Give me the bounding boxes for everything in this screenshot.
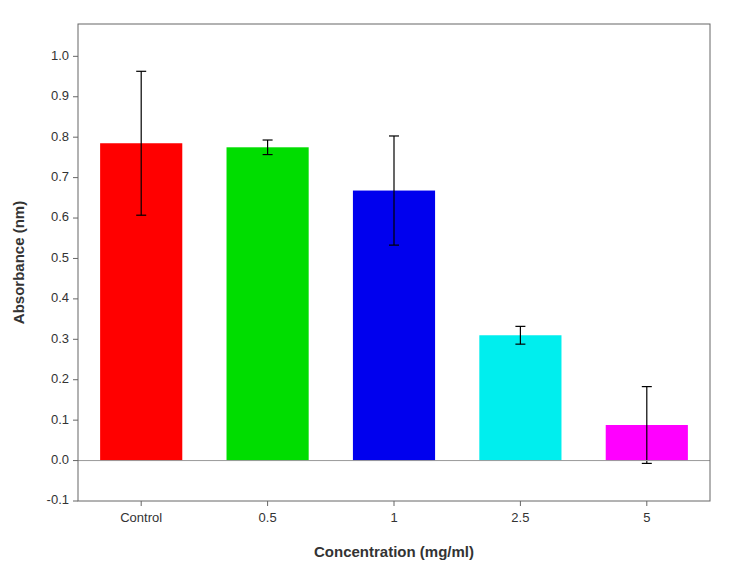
error-cap xyxy=(389,135,399,136)
error-line xyxy=(646,387,647,464)
x-axis-label: Concentration (mg/ml) xyxy=(314,543,474,560)
y-tick xyxy=(73,420,78,421)
bars xyxy=(100,71,688,463)
error-bar xyxy=(389,136,399,245)
y-tick-label: 0.6 xyxy=(51,209,69,224)
error-line xyxy=(267,140,268,155)
y-tick xyxy=(73,339,78,340)
x-tick-label: Control xyxy=(120,510,162,525)
y-tick xyxy=(73,379,78,380)
y-tick-label: -0.1 xyxy=(47,492,69,507)
y-tick xyxy=(73,218,78,219)
y-tick-label: 0.8 xyxy=(51,129,69,144)
y-tick-label: 0.0 xyxy=(51,452,69,467)
error-cap xyxy=(263,154,273,155)
error-cap xyxy=(515,344,525,345)
error-bar xyxy=(136,71,146,215)
x-tick-label: 2.5 xyxy=(511,510,529,525)
chart-container: -0.1 0.0 0.1 0.2 0.3 0.4 0.5 0.6 0.7 0.8 0.9 1.0 Con… xyxy=(0,0,734,571)
x-tick-label: 1 xyxy=(390,510,397,525)
y-tick xyxy=(73,258,78,259)
bar xyxy=(479,335,561,460)
x-tick xyxy=(646,501,647,506)
error-cap xyxy=(642,463,652,464)
y-tick-label: 0.1 xyxy=(51,412,69,427)
error-line xyxy=(141,71,142,215)
error-cap xyxy=(263,139,273,140)
y-tick-label: 0.5 xyxy=(51,250,69,265)
error-cap xyxy=(515,326,525,327)
y-tick-label: 1.0 xyxy=(51,48,69,63)
y-tick xyxy=(73,137,78,138)
error-cap xyxy=(389,245,399,246)
y-tick xyxy=(73,177,78,178)
x-tick xyxy=(394,501,395,506)
y-axis-label: Absorbance (nm) xyxy=(10,201,27,324)
error-bar xyxy=(515,326,525,344)
x-tick-label: 0.5 xyxy=(259,510,277,525)
x-axis: Control 0.5 1 2.5 5 xyxy=(120,501,650,525)
error-cap xyxy=(136,215,146,216)
y-tick-label: 0.9 xyxy=(51,88,69,103)
y-tick-label: 0.3 xyxy=(51,331,69,346)
error-cap xyxy=(642,386,652,387)
x-tick xyxy=(267,501,268,506)
y-tick xyxy=(73,501,78,502)
x-tick-label: 5 xyxy=(643,510,650,525)
y-tick xyxy=(73,460,78,461)
plot-frame xyxy=(78,24,710,501)
x-tick xyxy=(141,501,142,506)
y-tick xyxy=(73,298,78,299)
y-tick xyxy=(73,96,78,97)
y-tick xyxy=(73,56,78,57)
bar xyxy=(227,147,309,460)
baseline xyxy=(78,460,710,461)
page: {"chart_data": {"type": "bar", "categori… xyxy=(0,0,734,571)
error-cap xyxy=(136,71,146,72)
y-tick-label: 0.7 xyxy=(51,169,69,184)
error-bar xyxy=(263,140,273,155)
error-line xyxy=(393,136,394,245)
x-tick xyxy=(520,501,521,506)
y-axis: -0.1 0.0 0.1 0.2 0.3 0.4 0.5 0.6 0.7 0.8 0.9 1.0 xyxy=(47,48,78,508)
chart: -0.1 0.0 0.1 0.2 0.3 0.4 0.5 0.6 0.7 0.8 0.9 1.0 Con… xyxy=(0,0,734,571)
error-line xyxy=(520,326,521,344)
error-bar xyxy=(642,387,652,464)
y-tick-label: 0.4 xyxy=(51,290,69,305)
y-tick-label: 0.2 xyxy=(51,371,69,386)
